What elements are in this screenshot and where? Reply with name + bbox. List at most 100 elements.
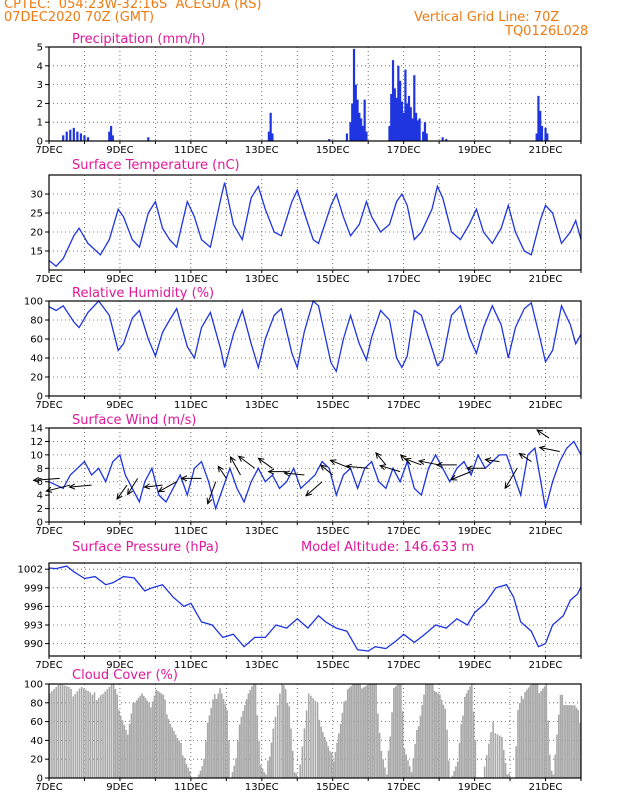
temperature-ytick-label: 15	[30, 247, 43, 258]
cloud-bar	[55, 687, 57, 778]
cloud-bar	[460, 724, 463, 778]
precipitation-date-label: 21DEC	[529, 145, 563, 156]
cloud-bar	[350, 686, 353, 778]
cloud-bar	[235, 758, 237, 778]
cloud-bar	[123, 725, 126, 778]
cloud-bar	[284, 688, 287, 778]
wind-arrow	[284, 472, 305, 476]
wind-arrow-head	[217, 465, 224, 473]
cloud-bar	[575, 707, 578, 778]
cloud-bar	[502, 749, 505, 778]
temperature-date-label: 19DEC	[458, 274, 492, 285]
cloud-bar	[483, 766, 486, 778]
cloud-bar	[201, 765, 204, 778]
cloud-bar	[263, 772, 266, 778]
cloud-bar	[318, 719, 321, 778]
pressure-ytick-label: 999	[24, 583, 43, 594]
cloud-bar	[197, 774, 200, 778]
cloud-bar	[524, 692, 526, 778]
cloud-bar	[303, 728, 306, 778]
cloud-bar	[417, 726, 420, 778]
cloud-cover-date-label: 21DEC	[529, 782, 563, 793]
cloud-bar	[526, 689, 528, 778]
cloud-bar	[545, 684, 548, 778]
cloud-cover-title: Cloud Cover (%)	[72, 668, 178, 683]
cloud-bar	[557, 714, 560, 778]
temperature-date-label: 13DEC	[245, 274, 279, 285]
wind-arrow-head	[484, 457, 492, 464]
precip-bar	[76, 131, 79, 141]
cloud-bar	[549, 754, 551, 778]
temperature-ytick-label: 20	[30, 228, 43, 239]
cloud-bar	[467, 689, 470, 778]
cloud-bar	[362, 687, 365, 778]
wind-ytick-label: 6	[37, 477, 43, 488]
precipitation-ytick-label: 1	[37, 118, 43, 129]
cloud-bar	[407, 760, 409, 778]
cloud-cover-date-label: 19DEC	[458, 782, 492, 793]
humidity-date-label: 21DEC	[529, 400, 563, 411]
humidity-date-label: 19DEC	[458, 400, 492, 411]
cloud-bar	[233, 765, 236, 778]
cloud-bar	[249, 689, 251, 778]
precipitation-ytick-label: 5	[37, 43, 43, 54]
wind-ytick-label: 14	[30, 424, 43, 435]
wind-ytick-label: 2	[37, 504, 43, 515]
cloud-bar	[242, 710, 244, 778]
cloud-bar	[276, 705, 279, 778]
cloud-bar	[341, 712, 344, 778]
precip-bar	[109, 125, 113, 141]
precip-bar	[407, 95, 411, 141]
cloud-bar	[174, 734, 177, 778]
pressure-date-label: 19DEC	[458, 660, 492, 671]
wind-arrow-head	[257, 457, 265, 464]
cloud-bar	[258, 740, 260, 778]
precip-bar	[425, 133, 428, 141]
cloud-bar	[419, 715, 422, 778]
cloud-bar	[256, 715, 259, 778]
cloud-bar	[127, 734, 129, 778]
cloud-bar	[114, 689, 117, 778]
cloud-bar	[359, 684, 361, 778]
precip-bar	[418, 118, 421, 141]
cloud-bar	[142, 695, 145, 778]
cloud-bar	[416, 730, 418, 778]
precipitation-date-label: 11DEC	[174, 145, 208, 156]
precip-bar	[411, 118, 414, 141]
cloud-bar	[508, 773, 510, 778]
precipitation-date-label: 13DEC	[245, 145, 279, 156]
temperature-ytick-label: 25	[30, 209, 43, 220]
cloud-bar	[316, 702, 319, 778]
wind-arrow	[116, 484, 128, 500]
cloud-bar	[517, 709, 519, 778]
cloud-bar	[205, 741, 207, 778]
wind-date-label: 15DEC	[316, 526, 350, 537]
cloud-bar	[102, 693, 104, 778]
cloud-bar	[169, 723, 172, 778]
cloud-bar	[432, 684, 434, 778]
precip-bar	[445, 139, 448, 141]
pressure-panel	[45, 562, 582, 659]
precipitation-ytick-label: 4	[37, 61, 43, 72]
cloud-bar	[559, 694, 562, 778]
precip-bar	[537, 95, 540, 141]
precip-bar	[416, 120, 419, 141]
cloud-bar	[135, 700, 138, 778]
header-grid-line: Vertical Grid Line: 70Z	[414, 10, 560, 25]
cloud-bar	[442, 704, 445, 778]
cloud-bar	[231, 772, 234, 778]
wind-arrow	[320, 464, 334, 476]
cloud-cover-date-label: 13DEC	[245, 782, 279, 793]
cloud-cover-frame	[48, 683, 582, 779]
cloud-bar	[446, 729, 448, 778]
wind-arrow-head	[206, 497, 213, 505]
cloud-bar	[377, 713, 379, 778]
humidity-date-label: 7DEC	[35, 400, 62, 411]
precip-bar	[360, 118, 363, 141]
precip-bar	[269, 112, 272, 141]
cloud-bar	[134, 702, 136, 778]
cloud-bar	[91, 694, 94, 778]
cloud-bar	[70, 688, 72, 778]
humidity-ytick-label: 0	[37, 392, 43, 403]
cloud-bar	[463, 696, 466, 778]
